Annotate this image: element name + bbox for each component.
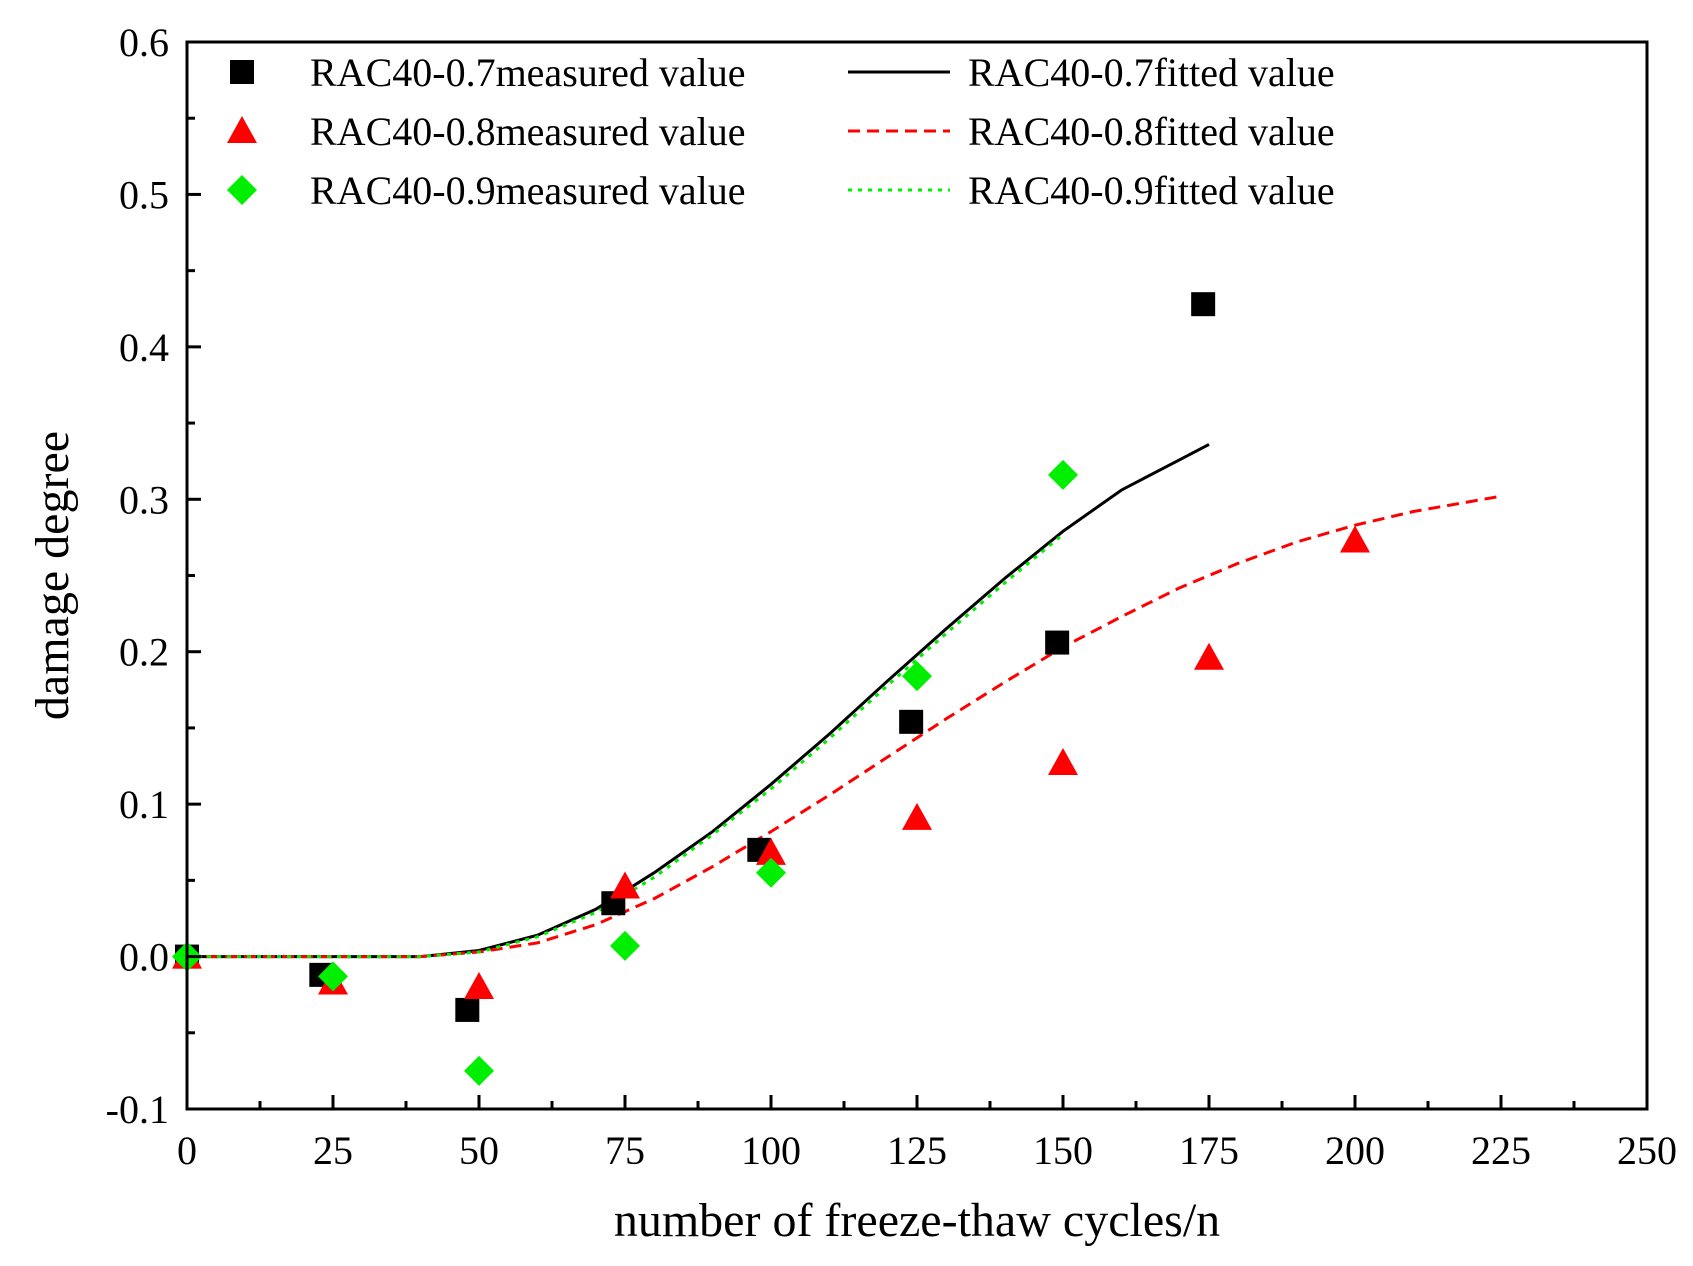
data-point-triangle [902,802,932,830]
y-tick-label: 0.6 [119,20,169,65]
x-tick-label: 175 [1179,1128,1239,1173]
data-point-triangle [464,972,494,1000]
legend-label: RAC40-0.7measured value [310,50,745,95]
legend-label: RAC40-0.9fitted value [968,168,1335,213]
axis-ticks: 0 25 50 75 100 125 150 175 200 225 250 -0.1 0.0 0.1 0.… [106,20,1677,1173]
x-tick-label: 100 [741,1128,801,1173]
x-tick-label: 75 [605,1128,645,1173]
x-tick-label: 225 [1471,1128,1531,1173]
x-tick-label: 0 [177,1128,197,1173]
legend-label: RAC40-0.9measured value [310,168,745,213]
legend-marker-diamond [227,175,257,205]
x-tick-label: 50 [459,1128,499,1173]
x-tick-label: 200 [1325,1128,1385,1173]
data-point-diamond [756,857,786,888]
legend-marker-triangle [227,116,257,143]
data-point-diamond [902,661,932,692]
data-point-square [1045,630,1070,655]
data-point-square [455,997,480,1022]
y-tick-label: 0.2 [119,630,169,675]
x-tick-label: 125 [887,1128,947,1173]
y-tick-label: 0.5 [119,172,169,217]
fitted-curves [187,443,1502,959]
y-tick-label: -0.1 [106,1087,169,1132]
y-tick-label: 0.1 [119,782,169,827]
legend-label: RAC40-0.8measured value [310,109,745,154]
y-tick-label: 0.0 [119,935,169,980]
fitted-curve-RAC40-0.9fitted value [187,533,1064,959]
x-tick-label: 250 [1617,1128,1677,1173]
data-point-triangle [610,871,640,899]
legend-label: RAC40-0.7fitted value [968,50,1335,95]
legend: RAC40-0.7measured value RAC40-0.8measured… [227,50,1335,213]
data-point-diamond [1048,459,1078,490]
measured-points [172,292,1370,1086]
x-tick-label: 150 [1033,1128,1093,1173]
fitted-curve-RAC40-0.8fitted value [187,494,1502,959]
data-point-triangle [1194,642,1224,670]
fitted-curve-RAC40-0.7fitted value [187,443,1210,959]
y-axis-title: damage degree [26,431,79,720]
data-point-diamond [464,1055,494,1086]
x-tick-label: 25 [313,1128,353,1173]
y-tick-label: 0.3 [119,477,169,522]
legend-label: RAC40-0.8fitted value [968,109,1335,154]
data-point-triangle [1340,525,1370,553]
data-point-square [899,709,924,734]
data-point-triangle [756,837,786,865]
x-axis-title: number of freeze-thaw cycles/n [614,1194,1220,1247]
data-point-diamond [318,961,348,992]
y-tick-label: 0.4 [119,325,169,370]
data-point-diamond [610,930,640,961]
legend-marker-square [230,60,254,84]
data-point-triangle [1048,747,1078,775]
data-point-square [1191,292,1216,317]
